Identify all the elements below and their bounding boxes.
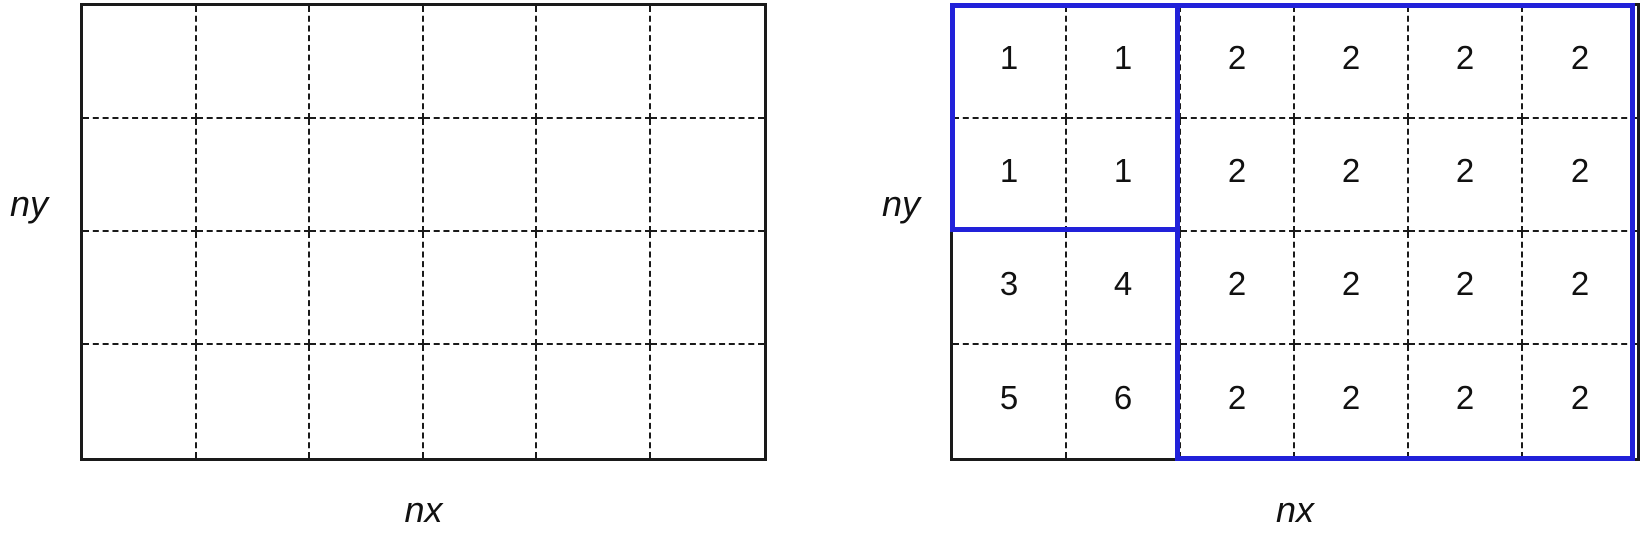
cell-value: 2 [1227, 39, 1247, 76]
grid-cell [424, 345, 537, 458]
left-y-axis-label: ny [9, 183, 49, 224]
grid-cell: 3 [953, 232, 1067, 345]
grid-cell: 1 [953, 6, 1067, 119]
cell-value: 2 [1341, 379, 1361, 416]
grid-cell: 2 [1181, 6, 1295, 119]
grid-cell [537, 345, 651, 458]
cell-value: 2 [1455, 39, 1475, 76]
cell-value: 1 [999, 152, 1019, 189]
grid-cell [537, 119, 651, 232]
grid-cell: 2 [1295, 232, 1409, 345]
grid-cell [83, 119, 197, 232]
cell-value: 2 [1455, 379, 1475, 416]
grid-cell [310, 345, 424, 458]
grid-cell [197, 345, 310, 458]
grid-cell: 2 [1409, 6, 1523, 119]
grid-cell: 2 [1295, 6, 1409, 119]
grid-cell [650, 232, 764, 345]
cell-value: 2 [1341, 39, 1361, 76]
grid-cell: 2 [1295, 345, 1409, 458]
grid-cell [423, 6, 537, 119]
cell-value: 2 [1227, 152, 1247, 189]
grid-cell: 2 [1409, 232, 1523, 345]
grid-cell: 2 [1523, 119, 1637, 232]
cell-value: 1 [1113, 152, 1133, 189]
grid-cell: 2 [1181, 119, 1295, 232]
grid-cell [196, 232, 310, 345]
right-grid: 1 1 2 2 2 2 1 1 2 2 2 2 3 4 2 2 2 2 5 6 2 2 2 2 [950, 3, 1640, 461]
grid-cell: 6 [1067, 345, 1181, 458]
grid-cell [650, 119, 764, 232]
grid-cell [537, 232, 651, 345]
grid-cell: 2 [1409, 119, 1523, 232]
cell-value: 1 [1113, 39, 1133, 76]
cell-value: 5 [999, 379, 1019, 416]
grid-cell [310, 6, 424, 119]
grid-cell [651, 345, 765, 458]
cell-value: 4 [1113, 265, 1133, 302]
cell-value: 2 [1455, 265, 1475, 302]
cell-value: 2 [1570, 379, 1590, 416]
right-x-axis-label: nx [1275, 489, 1315, 530]
cell-value: 2 [1227, 379, 1247, 416]
grid-cell: 2 [1181, 345, 1295, 458]
left-grid [80, 3, 767, 461]
grid-cell [423, 232, 537, 345]
cell-value: 3 [999, 265, 1019, 302]
grid-cell [423, 119, 537, 232]
grid-cell: 1 [1067, 6, 1181, 119]
grid-cell [537, 6, 651, 119]
cell-value: 6 [1113, 379, 1133, 416]
grid-cell: 2 [1523, 6, 1637, 119]
cell-value: 2 [1570, 39, 1590, 76]
cell-value: 2 [1341, 152, 1361, 189]
grid-cell [650, 6, 764, 119]
grid-cell [310, 119, 424, 232]
grid-cell: 4 [1067, 232, 1181, 345]
cell-value: 1 [999, 39, 1019, 76]
grid-cell [83, 345, 197, 458]
grid-cell: 2 [1523, 232, 1637, 345]
grid-cell [310, 232, 424, 345]
right-y-axis-label: ny [881, 183, 921, 224]
cell-value: 2 [1455, 152, 1475, 189]
grid-cell: 1 [953, 119, 1067, 232]
grid-cell: 5 [953, 345, 1067, 458]
grid-cell: 2 [1523, 345, 1637, 458]
grid-cell: 2 [1181, 232, 1295, 345]
grid-cells: 1 1 2 2 2 2 1 1 2 2 2 2 3 4 2 2 2 2 5 6 2 2 2 2 [953, 6, 1637, 458]
cell-value: 2 [1570, 265, 1590, 302]
grid-cell [196, 6, 310, 119]
cell-value: 2 [1341, 265, 1361, 302]
cell-value: 2 [1570, 152, 1590, 189]
grid-cell: 2 [1409, 345, 1523, 458]
grid-cell [83, 232, 197, 345]
left-x-axis-label: nx [404, 489, 443, 530]
grid-cell: 1 [1067, 119, 1181, 232]
cell-value: 2 [1227, 265, 1247, 302]
grid-cells [83, 6, 764, 458]
grid-cell [196, 119, 310, 232]
grid-cell [83, 6, 197, 119]
grid-cell: 2 [1295, 119, 1409, 232]
